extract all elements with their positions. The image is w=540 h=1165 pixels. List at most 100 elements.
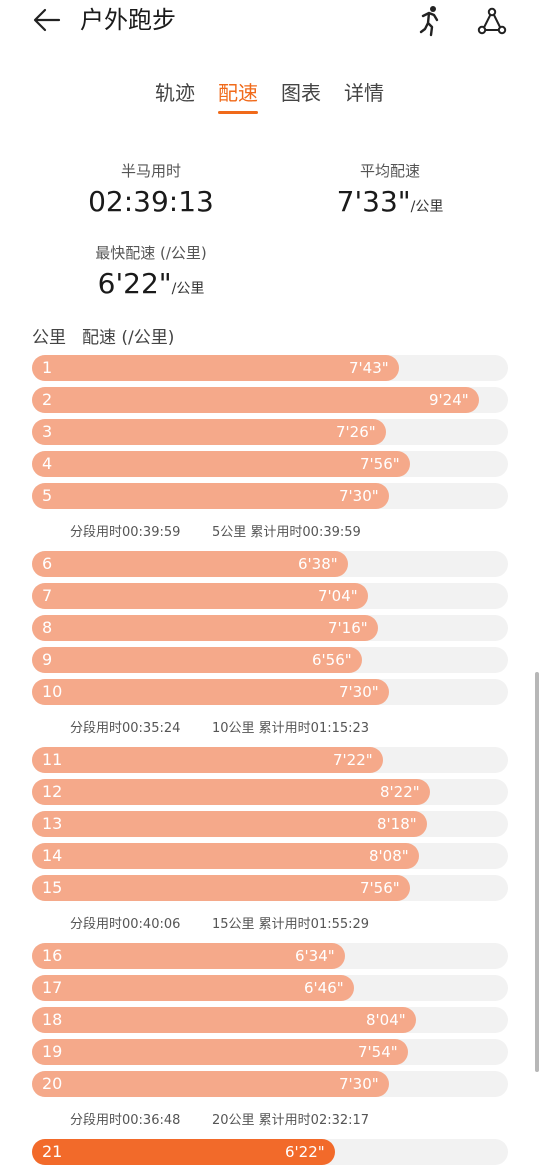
split-row: 4 7'56" <box>32 451 508 477</box>
group-cumulative-time: 20公里 累计用时02:32:17 <box>212 1113 370 1128</box>
group-split-time: 分段用时00:39:59 <box>70 525 181 540</box>
split-km: 6 <box>42 554 53 573</box>
split-row: 18 8'04" <box>32 1007 508 1033</box>
split-row: 6 6'38" <box>32 551 508 577</box>
pace-column-header: 配速 (/公里) <box>82 328 175 348</box>
split-pace: 8'08" <box>369 847 409 865</box>
half-marathon-value: 02:39:13 <box>88 185 214 218</box>
split-pace: 7'30" <box>339 1075 379 1093</box>
split-km: 20 <box>42 1074 63 1093</box>
split-km: 16 <box>42 946 63 965</box>
fastest-pace-value: 6'22" <box>97 267 172 300</box>
split-km: 5 <box>42 486 53 505</box>
split-row: 15 7'56" <box>32 875 508 901</box>
half-marathon-stat: 半马用时 02:39:13 <box>86 160 216 222</box>
split-row: 7 7'04" <box>32 583 508 609</box>
split-pace: 7'26" <box>336 423 376 441</box>
half-marathon-label: 半马用时 <box>120 162 181 180</box>
split-km: 3 <box>42 422 53 441</box>
split-pace-bar <box>32 451 410 477</box>
runner-button[interactable] <box>413 4 447 38</box>
split-pace-bar <box>32 387 479 413</box>
split-row: 10 7'30" <box>32 679 508 705</box>
route-icon <box>477 7 507 35</box>
split-pace: 6'34" <box>295 947 335 965</box>
split-km: 7 <box>42 586 53 605</box>
split-pace: 8'18" <box>377 815 417 833</box>
scrollbar[interactable] <box>535 672 539 1072</box>
split-row: 11 7'22" <box>32 747 508 773</box>
split-pace: 7'16" <box>328 619 368 637</box>
fastest-pace-value-wrap: 6'22"/公里 <box>76 264 226 309</box>
group-cumulative-time: 15公里 累计用时01:55:29 <box>212 917 370 932</box>
route-button[interactable] <box>475 4 509 38</box>
split-group-summary: 分段用时00:35:24 10公里 累计用时01:15:23 <box>70 719 510 739</box>
split-pace: 7'43" <box>349 359 389 377</box>
split-pace-bar <box>32 647 362 673</box>
split-pace-bar <box>32 747 383 773</box>
split-km: 9 <box>42 650 53 669</box>
split-pace-bar <box>32 1007 416 1033</box>
split-pace-bar <box>32 1039 408 1065</box>
split-pace-bar <box>32 483 389 509</box>
arrow-left-icon <box>33 8 61 32</box>
split-row: 8 7'16" <box>32 615 508 641</box>
split-km: 2 <box>42 390 53 409</box>
split-pace: 7'56" <box>360 879 400 897</box>
split-row: 14 8'08" <box>32 843 508 869</box>
split-row: 16 6'34" <box>32 943 508 969</box>
split-pace-bar <box>32 943 345 969</box>
split-row: 2 9'24" <box>32 387 508 413</box>
split-km: 10 <box>42 682 63 701</box>
avg-pace-value-wrap: 7'33"/公里 <box>320 182 460 227</box>
split-pace: 7'30" <box>339 683 379 701</box>
group-split-time: 分段用时00:36:48 <box>70 1113 181 1128</box>
split-pace-bar <box>32 975 354 1001</box>
avg-pace-value: 7'33" <box>336 185 411 218</box>
split-pace: 6'22" <box>285 1143 325 1161</box>
split-km: 19 <box>42 1042 63 1061</box>
tab-pace[interactable]: 配速 <box>218 76 258 114</box>
split-km: 4 <box>42 454 53 473</box>
split-km: 13 <box>42 814 63 833</box>
split-km: 17 <box>42 978 63 997</box>
split-km: 12 <box>42 782 63 801</box>
split-row: 1 7'43" <box>32 355 508 381</box>
page-title: 户外跑步 <box>80 6 176 34</box>
tab-track[interactable]: 轨迹 <box>155 81 195 105</box>
split-pace: 8'22" <box>380 783 420 801</box>
split-pace-bar <box>32 679 389 705</box>
split-pace: 7'30" <box>339 487 379 505</box>
split-pace-bar <box>32 355 399 381</box>
split-pace-bar <box>32 551 348 577</box>
split-row: 12 8'22" <box>32 779 508 805</box>
split-row: 19 7'54" <box>32 1039 508 1065</box>
split-pace-bar <box>32 419 386 445</box>
group-split-time: 分段用时00:35:24 <box>70 721 181 736</box>
split-km: 21 <box>42 1142 63 1161</box>
splits-header: 公里 配速 (/公里) <box>32 326 174 350</box>
fastest-pace-unit: /公里 <box>171 281 205 297</box>
tab-bar: 轨迹 配速 图表 详情 <box>0 76 540 120</box>
fastest-pace-stat: 最快配速 (/公里) 6'22"/公里 <box>76 242 226 309</box>
split-pace: 6'56" <box>312 651 352 669</box>
split-row: 5 7'30" <box>32 483 508 509</box>
split-group-summary: 分段用时00:39:59 5公里 累计用时00:39:59 <box>70 523 510 543</box>
split-row: 21 6'22" <box>32 1139 508 1165</box>
split-pace-bar <box>32 843 419 869</box>
split-km: 14 <box>42 846 63 865</box>
split-pace: 7'22" <box>333 751 373 769</box>
split-pace: 7'56" <box>360 455 400 473</box>
split-row: 13 8'18" <box>32 811 508 837</box>
tab-details[interactable]: 详情 <box>344 81 384 105</box>
split-pace: 7'04" <box>318 587 358 605</box>
split-km: 15 <box>42 878 63 897</box>
back-button[interactable] <box>30 4 64 36</box>
tab-chart[interactable]: 图表 <box>281 81 321 105</box>
km-column-header: 公里 <box>32 328 66 348</box>
split-row: 20 7'30" <box>32 1071 508 1097</box>
group-split-time: 分段用时00:40:06 <box>70 917 181 932</box>
split-km: 1 <box>42 358 53 377</box>
runner-icon <box>419 6 439 37</box>
split-pace-bar <box>32 875 410 901</box>
